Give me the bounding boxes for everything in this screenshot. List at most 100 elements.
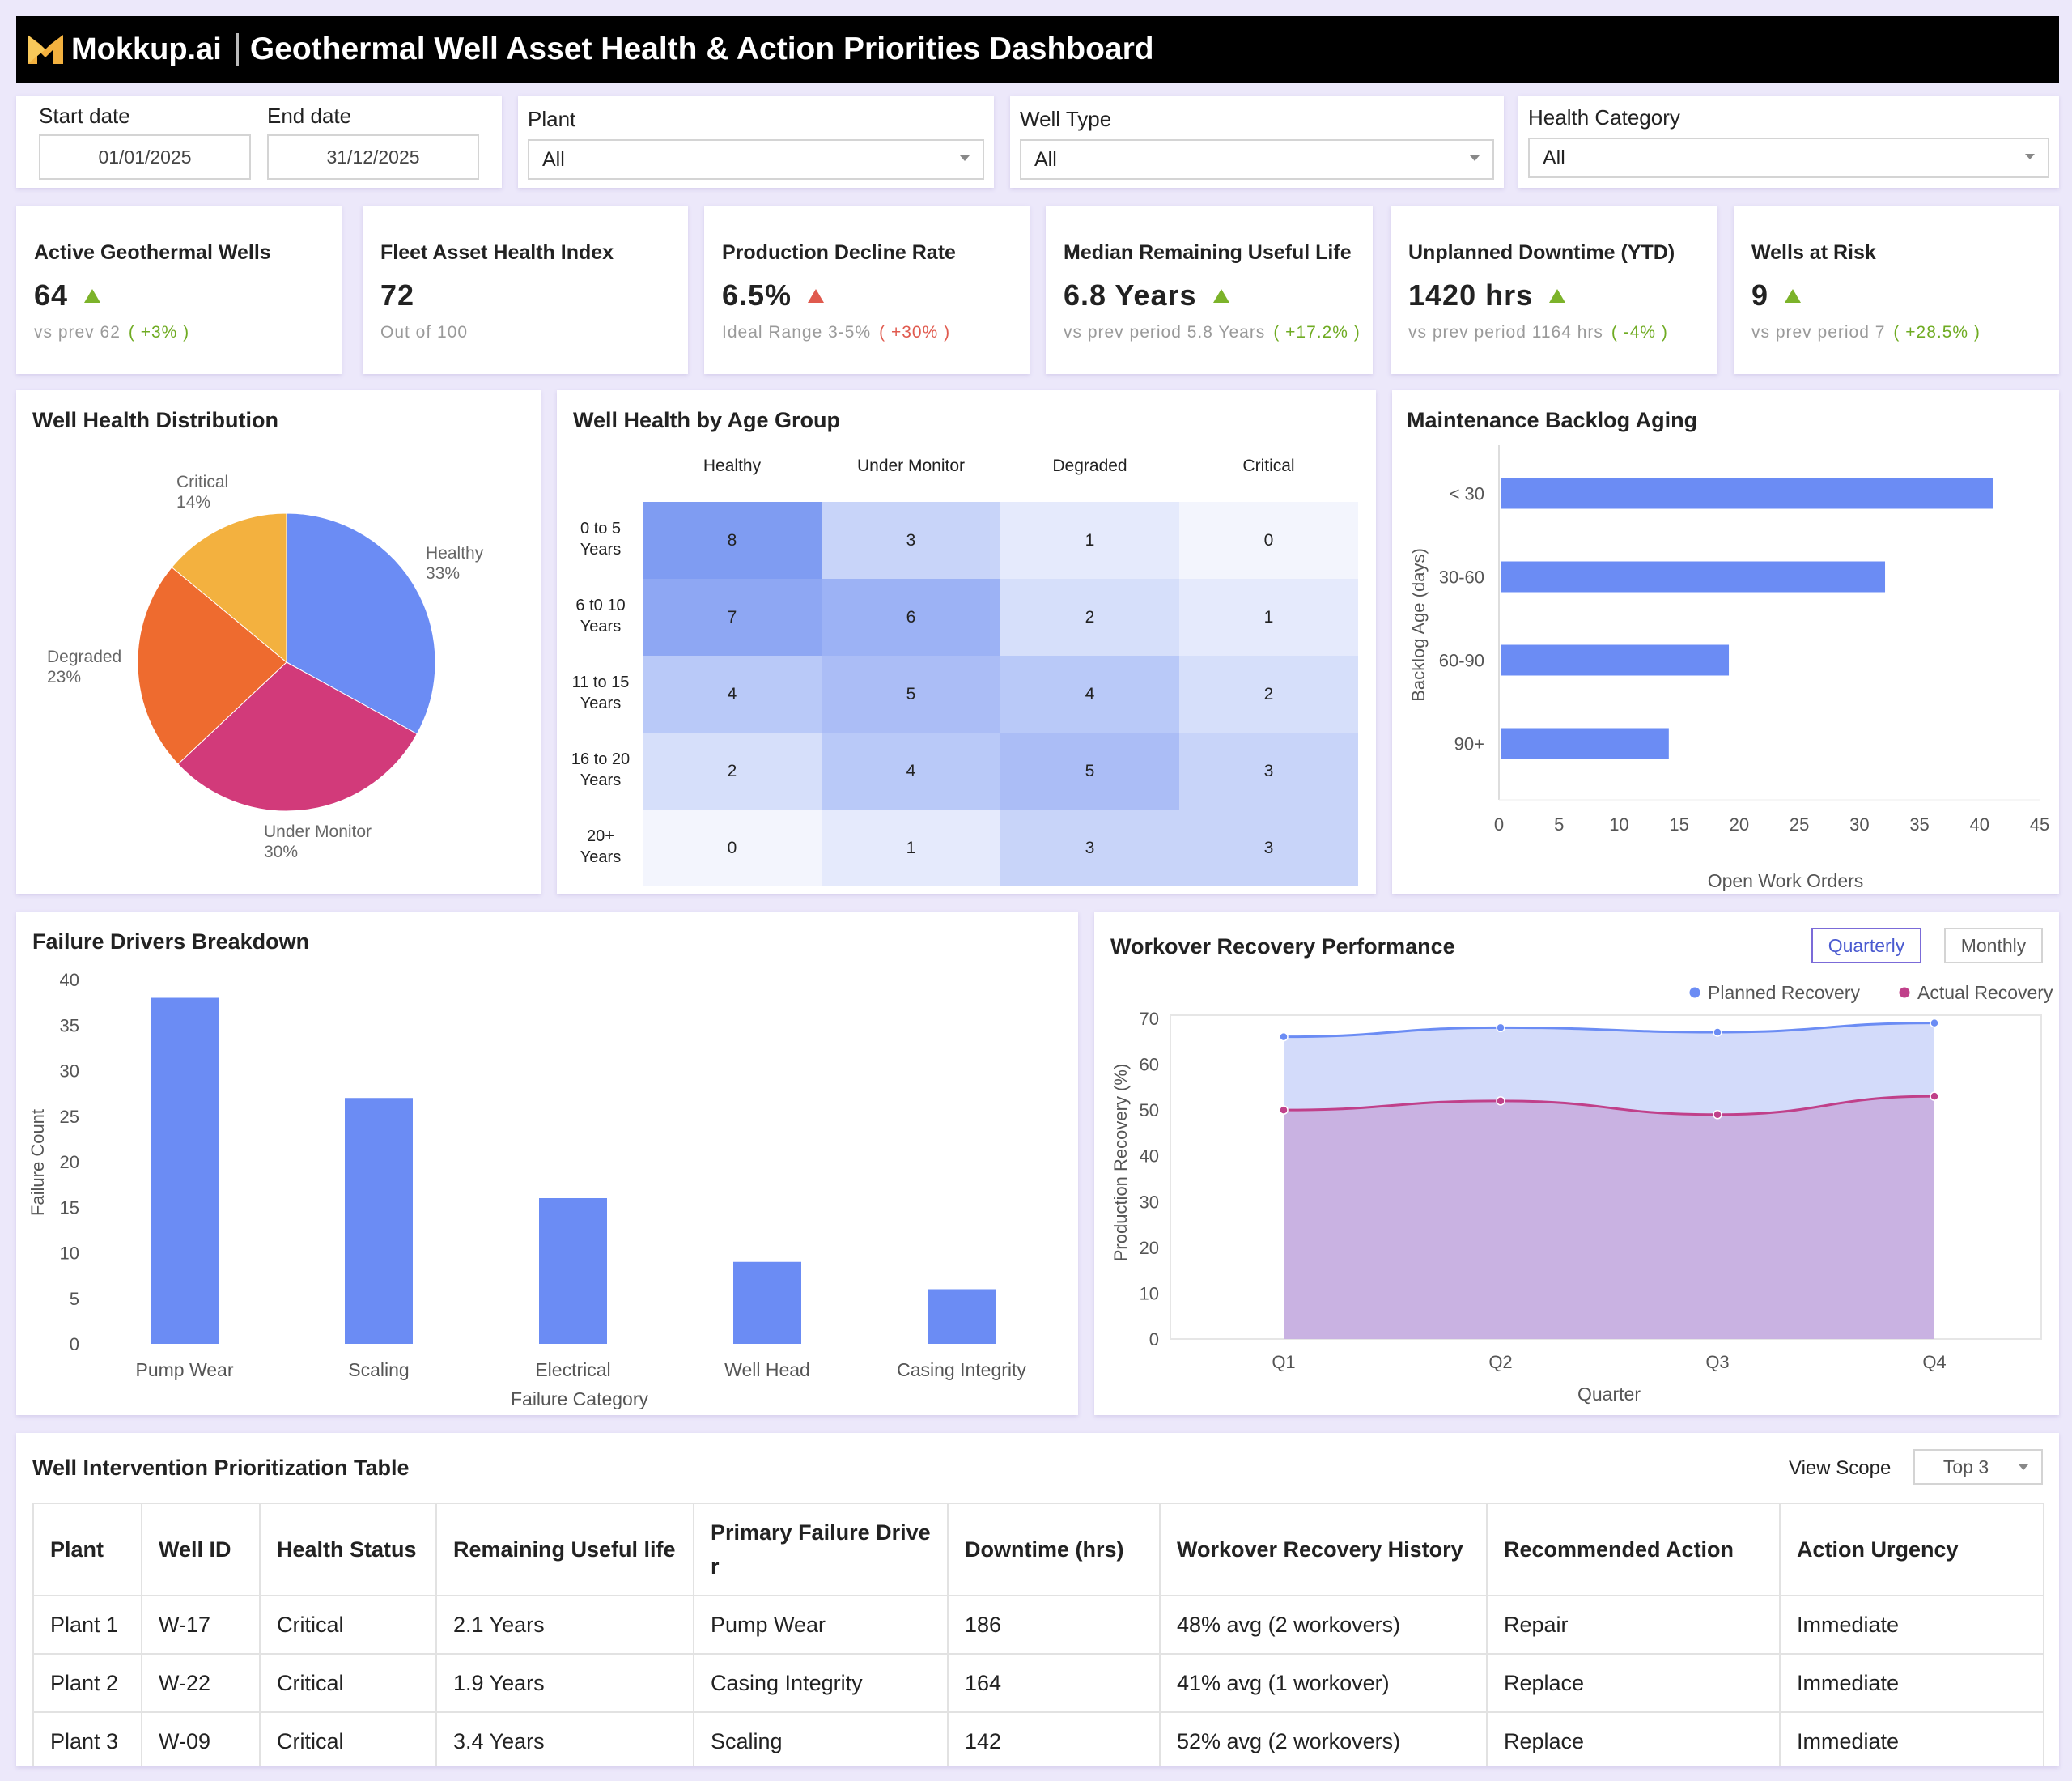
series-point[interactable] <box>1713 1110 1722 1120</box>
table-row[interactable]: Plant 3 W-09 Critical 3.4 Years Scaling 142 52… <box>32 1711 2044 1766</box>
kpi-subtext-row: vs prev 62 ( +3% ) <box>34 323 189 342</box>
kpi-card: Production Decline Rate 6.5% Ideal Range 3… <box>704 206 1030 374</box>
series-point[interactable] <box>1279 1105 1289 1115</box>
table-cell: Pump Wear <box>693 1595 949 1655</box>
heatmap-cell[interactable]: 3 <box>1179 733 1358 810</box>
quarterly-toggle-button[interactable]: Quarterly <box>1811 928 1921 963</box>
table-column-header[interactable]: Action Urgency <box>1779 1503 2044 1596</box>
heatmap-cell[interactable]: 4 <box>1000 656 1179 733</box>
series-point[interactable] <box>1930 1018 1939 1028</box>
series-point[interactable] <box>1279 1031 1289 1042</box>
table-cell: 2.1 Years <box>435 1595 694 1655</box>
welltype-select[interactable]: All <box>1020 139 1494 180</box>
pie-slice[interactable] <box>177 661 418 812</box>
table-column-header[interactable]: Plant <box>32 1503 142 1596</box>
heatmap-cell[interactable]: 2 <box>643 733 822 810</box>
failure-bar[interactable] <box>539 1198 607 1344</box>
heatmap-cell[interactable]: 2 <box>1000 579 1179 656</box>
heatmap-cell[interactable]: 0 <box>643 810 822 886</box>
kpi-subtext: vs prev period 1164 hrs <box>1408 323 1603 342</box>
table-cell: Plant 2 <box>32 1653 142 1713</box>
x-tick-label: 25 <box>1790 814 1809 835</box>
table-cell: 186 <box>947 1595 1161 1655</box>
table-column-header[interactable]: Primary Failure Driver <box>693 1503 949 1596</box>
view-scope-value: Top 3 <box>1942 1456 1989 1477</box>
pie-slice[interactable] <box>171 512 287 664</box>
heatmap-cell[interactable]: 4 <box>643 656 822 733</box>
heatmap-cell[interactable]: 1 <box>1179 579 1358 656</box>
heatmap-cell[interactable]: 3 <box>1000 810 1179 886</box>
table-column-header[interactable]: Remaining Useful life <box>435 1503 694 1596</box>
backlog-category-label: 90+ <box>1454 734 1484 754</box>
table-column-header[interactable]: Downtime (hrs) <box>947 1503 1161 1596</box>
heatmap-column-header: Under Monitor <box>856 457 966 475</box>
monthly-toggle-button[interactable]: Monthly <box>1944 928 2043 963</box>
end-date-label: End date <box>267 104 352 128</box>
heatmap-cell[interactable]: 6 <box>822 579 1000 656</box>
end-date-input[interactable]: 31/12/2025 <box>267 134 479 180</box>
pie-slice-percent: 14% <box>176 493 210 512</box>
heatmap-cell[interactable]: 5 <box>1000 733 1179 810</box>
kpi-card: Wells at Risk 9 vs prev period 7 ( +28.5% ) <box>1734 206 2059 374</box>
backlog-bar[interactable] <box>1501 728 1669 759</box>
start-date-input[interactable]: 01/01/2025 <box>39 134 251 180</box>
kpi-delta: ( -4% ) <box>1611 323 1668 342</box>
pie-slice-label: Under Monitor <box>264 822 372 841</box>
series-line <box>1283 1095 1935 1116</box>
plant-select[interactable]: All <box>528 139 984 180</box>
table-column-header[interactable]: Health Status <box>259 1503 437 1596</box>
pie-slice[interactable] <box>137 567 287 765</box>
heatmap-cell[interactable]: 7 <box>643 579 822 656</box>
kpi-title: Wells at Risk <box>1751 241 1876 264</box>
health-select[interactable]: All <box>1528 138 2049 178</box>
failure-bar[interactable] <box>151 997 219 1345</box>
table-column-header[interactable]: Well ID <box>141 1503 261 1596</box>
backlog-bar[interactable] <box>1501 561 1886 593</box>
kpi-title: Unplanned Downtime (YTD) <box>1408 241 1675 264</box>
table-cell: Plant 3 <box>32 1711 142 1766</box>
heatmap-cell[interactable]: 3 <box>1179 810 1358 886</box>
table-column-header[interactable]: Recommended Action <box>1486 1503 1781 1596</box>
failure-bar[interactable] <box>928 1289 996 1345</box>
heatmap-cell[interactable]: 8 <box>643 502 822 579</box>
heatmap-row-label: 16 to 20 <box>571 750 631 768</box>
table-row[interactable]: Plant 2 W-22 Critical 1.9 Years Casing Integ… <box>32 1653 2044 1713</box>
y-axis-title: Backlog Age (days) <box>1408 548 1429 702</box>
health-select-value: All <box>1543 146 1565 169</box>
heatmap-cell[interactable]: 0 <box>1179 502 1358 579</box>
kpi-title: Production Decline Rate <box>722 241 956 264</box>
kpi-subtext: vs prev period 7 <box>1751 323 1886 342</box>
table-cell: Immediate <box>1779 1653 2044 1713</box>
heatmap-cell[interactable]: 3 <box>822 502 1000 579</box>
pie-slice[interactable] <box>286 512 436 735</box>
heatmap-cell[interactable]: 5 <box>822 656 1000 733</box>
heatmap-row-unit: Years <box>580 848 622 866</box>
kpi-delta: ( +17.2% ) <box>1273 323 1361 342</box>
series-point[interactable] <box>1713 1027 1722 1037</box>
series-point[interactable] <box>1496 1022 1505 1033</box>
pie-slice-label: Degraded <box>47 648 121 666</box>
series-point[interactable] <box>1930 1091 1939 1101</box>
heatmap-cell[interactable]: 2 <box>1179 656 1358 733</box>
heatmap-cell[interactable]: 1 <box>822 810 1000 886</box>
kpi-subtext-row: vs prev period 5.8 Years ( +17.2% ) <box>1064 323 1361 342</box>
heatmap-cell[interactable]: 1 <box>1000 502 1179 579</box>
table-column-header[interactable]: Workover Recovery History <box>1159 1503 1488 1596</box>
failure-bar[interactable] <box>345 1098 413 1344</box>
failure-bar[interactable] <box>733 1261 801 1344</box>
table-cell: Immediate <box>1779 1595 2044 1655</box>
heatmap-cell[interactable]: 4 <box>822 733 1000 810</box>
view-scope-select[interactable]: Top 3 <box>1913 1449 2043 1485</box>
y-tick-label: 40 <box>60 970 79 990</box>
series-point[interactable] <box>1496 1096 1505 1106</box>
pie-slice-label: Critical <box>176 473 228 491</box>
table-row[interactable]: Plant 1 W-17 Critical 2.1 Years Pump Wear 186… <box>32 1595 2044 1655</box>
x-tick-label: 20 <box>1730 814 1749 835</box>
x-tick-label: 30 <box>1849 814 1869 835</box>
x-tick-label: 0 <box>1494 814 1504 835</box>
heatmap-column-header: Healthy <box>703 457 762 475</box>
pie-chart-title: Well Health Distribution <box>32 408 279 432</box>
backlog-bar[interactable] <box>1501 644 1730 676</box>
backlog-bar[interactable] <box>1501 478 1993 509</box>
heatmap-row-header: 20+ Years <box>560 826 641 868</box>
